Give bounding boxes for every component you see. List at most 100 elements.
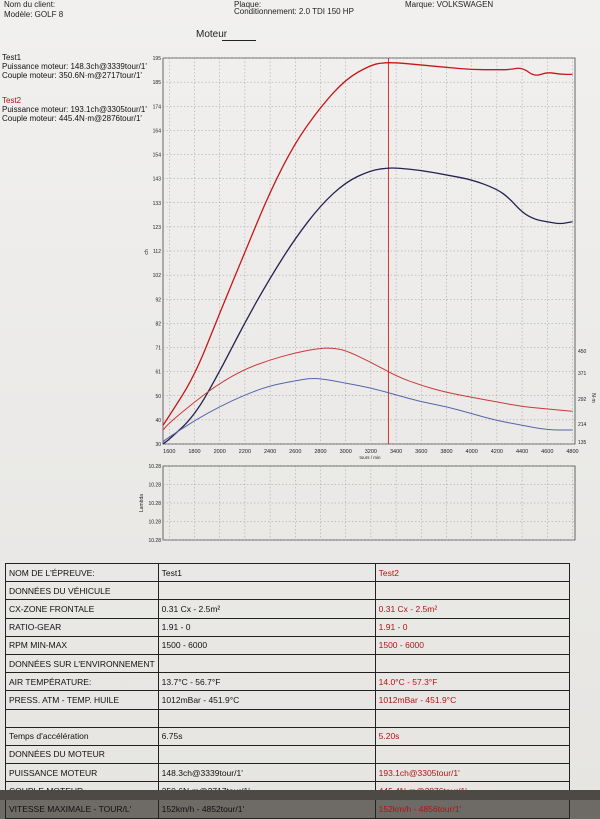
x-tick-label: 4000 — [466, 449, 478, 455]
y-right-tick-label: 450 — [578, 349, 587, 355]
test1-value — [157, 744, 376, 765]
x-tick-label: 1600 — [163, 449, 175, 455]
y-right-tick-label: 135 — [578, 440, 587, 446]
y-right-tick-label: 214 — [578, 422, 587, 428]
y-left-tick-label: 195 — [153, 56, 162, 62]
condition-label: Conditionnement: 2.0 TDI 150 HP — [234, 7, 354, 16]
test2-torque-curve — [162, 347, 573, 431]
row-label: RATIO-GEAR — [5, 617, 159, 637]
table-row: RATIO-GEAR 1.91 - 0 1.91 - 0 — [5, 617, 571, 637]
table-row: RPM MIN-MAX 1500 - 6000 1500 - 6000 — [5, 635, 571, 655]
test1-value: 0.31 Cx - 2.5m² — [157, 599, 376, 619]
legend-test1-power: Puissance moteur: 148.3ch@3339tour/1' — [2, 62, 147, 71]
table-row: CX-ZONE FRONTALE 0.31 Cx - 2.5m² 0.31 Cx -… — [5, 599, 571, 619]
chart-grid — [162, 57, 576, 445]
y-left-tick-label: 102 — [153, 273, 162, 279]
y-right-tick-label: 371 — [578, 371, 587, 377]
legend-test1: Test1 Puissance moteur: 148.3ch@3339tour… — [2, 53, 147, 80]
legend-test1-torque: Couple moteur: 350.6N·m@2717tour/1' — [2, 71, 142, 80]
x-tick-label: 4400 — [516, 449, 528, 455]
table-row: Temps d'accélération 6.75s 5.20s — [5, 726, 571, 746]
legend-test2-torque: Couple moteur: 445.4N·m@2876tour/1' — [2, 114, 142, 123]
y-left-tick-label: 143 — [153, 177, 162, 183]
y-left-axis-label: ch — [144, 249, 150, 255]
power-torque-chart: 1600 1800 2000 2200 2400 2600 2800 3000 3200 3400… — [139, 56, 596, 544]
test2-value: 0.31 Cx - 2.5m² — [374, 599, 571, 619]
table-row: AIR TEMPÉRATURE: 13.7°C - 56.7°F 14.0°C - … — [5, 672, 571, 692]
y-left-tick-label: 40 — [155, 418, 161, 424]
test2-value: 152km/h - 4856tour/1' — [374, 799, 571, 819]
table-row: DONNÉES SUR L'ENVIRONNEMENT — [5, 653, 571, 674]
test1-value: Test1 — [157, 562, 376, 583]
test1-value: 148.3ch@3339tour/1' — [157, 763, 376, 783]
row-label — [5, 708, 159, 728]
y-left-tick-label: 123 — [153, 225, 162, 231]
row-label: PUISSANCE MOTEUR — [5, 763, 159, 783]
test2-value: 1.91 - 0 — [374, 617, 571, 637]
row-label: PRESS. ATM - TEMP. HUILE — [5, 690, 159, 710]
test2-value: 5.20s — [374, 726, 571, 746]
chart-labels: 1600 1800 2000 2200 2400 2600 2800 3000 3200 3400… — [139, 56, 596, 544]
x-tick-label: 3600 — [415, 449, 427, 455]
test2-value: 193.1ch@3305tour/1' — [374, 763, 571, 783]
legend-test1-name: Test1 — [2, 53, 22, 62]
x-tick-label: 2000 — [214, 449, 226, 455]
legend-test2-power: Puissance moteur: 193.1ch@3305tour/1' — [2, 105, 147, 114]
x-tick-label: 4200 — [491, 449, 503, 455]
y-left-tick-label: 174 — [153, 104, 162, 110]
test2-value — [374, 708, 571, 728]
table-row: VITESSE MAXIMALE - TOUR/L' 152km/h - 4852… — [5, 799, 571, 819]
chart-curves — [162, 62, 574, 445]
lambda-tick-label: 10.28 — [148, 538, 161, 544]
lambda-tick-label: 10.28 — [148, 483, 161, 489]
y-left-tick-label: 71 — [155, 346, 161, 352]
test1-torque-curve — [162, 377, 573, 443]
x-tick-label: 4600 — [541, 449, 553, 455]
test2-power-curve — [162, 62, 573, 426]
x-tick-label: 2600 — [289, 449, 301, 455]
lambda-axis-label: Lambda — [139, 494, 145, 512]
y-right-tick-label: 292 — [578, 397, 587, 403]
table-row: PUISSANCE MOTEUR 148.3ch@3339tour/1' 193.1… — [5, 763, 571, 783]
test1-value: 6.75s — [157, 726, 376, 746]
y-left-tick-label: 133 — [153, 201, 162, 207]
client-name-label: Nom du client: — [4, 0, 56, 9]
y-left-tick-label: 164 — [153, 128, 162, 134]
test2-value: 14.0°C - 57.3°F — [374, 672, 571, 692]
row-label: RPM MIN-MAX — [5, 635, 159, 655]
y-left-tick-label: 30 — [155, 442, 161, 448]
y-left-tick-label: 61 — [155, 370, 161, 376]
row-label: VITESSE MAXIMALE - TOUR/L' — [5, 799, 159, 819]
model-label: Modèle: GOLF 8 — [4, 10, 64, 19]
table-row: DONNÉES DU MOTEUR — [5, 744, 571, 765]
test1-power-curve — [162, 167, 574, 445]
test1-value: 1.91 - 0 — [157, 617, 376, 637]
chart-title-underline — [222, 40, 256, 41]
row-label: DONNÉES DU MOTEUR — [5, 744, 159, 765]
brand-label: Marque: VOLKSWAGEN — [405, 0, 494, 9]
test1-value — [157, 653, 376, 674]
lambda-tick-label: 10.28 — [148, 464, 161, 470]
results-table: NOM DE L'ÉPREUVE: Test1 Test2 DONNÉES DU VÉ… — [5, 562, 571, 819]
legend-test2-name: Test2 — [2, 96, 22, 105]
table-row — [5, 708, 571, 728]
y-left-tick-label: 82 — [155, 321, 161, 327]
legend-test2: Test2 Puissance moteur: 193.1ch@3305tour… — [2, 96, 147, 123]
row-label: DONNÉES SUR L'ENVIRONNEMENT — [5, 653, 159, 674]
test1-value — [157, 581, 376, 601]
x-tick-label: 3400 — [390, 449, 402, 455]
row-label: Temps d'accélération — [5, 726, 159, 746]
test1-value: 13.7°C - 56.7°F — [157, 672, 376, 692]
x-tick-label: 3200 — [365, 449, 377, 455]
test2-value: Test2 — [374, 562, 571, 583]
test1-value: 1012mBar - 451.9°C — [157, 690, 376, 710]
test2-value — [374, 653, 571, 674]
test2-value — [374, 744, 571, 765]
test2-value: 1500 - 6000 — [374, 635, 571, 655]
row-label: CX-ZONE FRONTALE — [5, 599, 159, 619]
test1-value: 152km/h - 4852tour/1' — [157, 799, 376, 819]
y-left-tick-label: 92 — [155, 297, 161, 303]
y-left-tick-label: 185 — [153, 80, 162, 86]
plate-label: Plaque: — [234, 0, 262, 9]
